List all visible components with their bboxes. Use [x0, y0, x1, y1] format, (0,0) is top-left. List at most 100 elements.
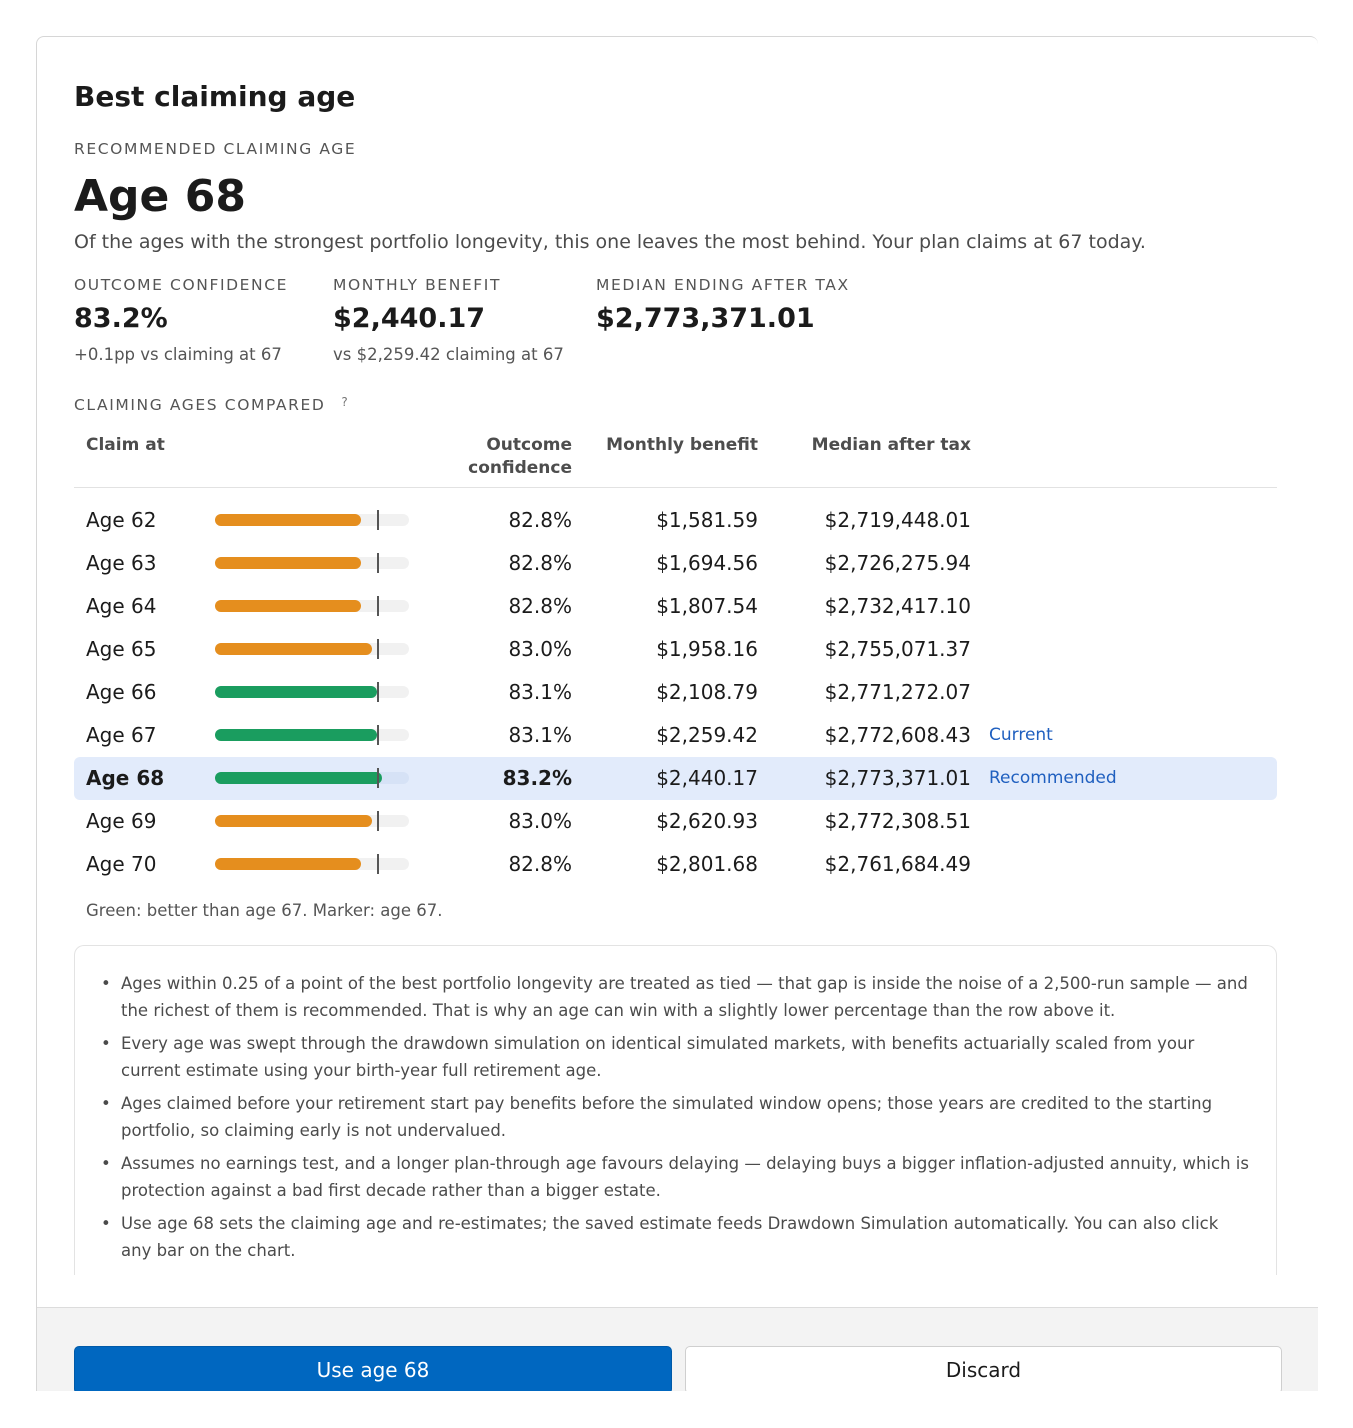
use-age-button[interactable]: Use age 68 — [74, 1346, 672, 1391]
row-outcome-confidence: 82.8% — [508, 551, 572, 575]
confidence-bar-track[interactable] — [215, 639, 409, 659]
confidence-bar-track[interactable] — [215, 854, 409, 874]
confidence-bar — [215, 772, 382, 784]
table-row[interactable]: Age 69 83.0% $2,620.93 $2,772,308.51 — [74, 800, 1277, 843]
comparison-heading-label: CLAIMING AGES COMPARED — [74, 396, 326, 414]
stat-comparison: +0.1pp vs claiming at 67 — [74, 345, 282, 364]
discard-button[interactable]: Discard — [685, 1346, 1282, 1391]
column-header-outcome-confidence: Outcome confidence — [468, 434, 572, 480]
current-age-marker — [377, 510, 379, 530]
current-age-marker — [377, 725, 379, 745]
note-item: Ages within 0.25 of a point of the best … — [101, 970, 1252, 1024]
stat-value: $2,773,371.01 — [596, 303, 815, 334]
confidence-bar — [215, 686, 377, 698]
stat-comparison: vs $2,259.42 claiming at 67 — [333, 345, 564, 364]
confidence-bar — [215, 729, 377, 741]
table-row[interactable]: Age 67 83.1% $2,259.42 $2,772,608.43 Current — [74, 714, 1277, 757]
best-claiming-age-dialog: Best claiming age RECOMMENDED CLAIMING A… — [36, 36, 1318, 1391]
confidence-bar — [215, 600, 361, 612]
table-row[interactable]: Age 63 82.8% $1,694.56 $2,726,275.94 — [74, 542, 1277, 585]
row-monthly-benefit: $1,694.56 — [656, 551, 758, 575]
confidence-bar — [215, 643, 372, 655]
stat-label: MONTHLY BENEFIT — [333, 276, 502, 294]
table-row[interactable]: Age 62 82.8% $1,581.59 $2,719,448.01 — [74, 499, 1277, 542]
column-header-monthly-benefit: Monthly benefit — [606, 435, 758, 455]
confidence-bar-track[interactable] — [215, 553, 409, 573]
current-age-marker — [377, 682, 379, 702]
row-claim-age: Age 66 — [86, 680, 157, 704]
recommended-eyebrow: RECOMMENDED CLAIMING AGE — [74, 140, 357, 158]
row-median-after-tax: $2,773,371.01 — [824, 766, 971, 790]
claiming-ages-table: Claim at Outcome confidence Monthly bene… — [74, 431, 1277, 886]
dialog-footer: Use age 68 Discard — [37, 1307, 1318, 1391]
row-median-after-tax: $2,772,608.43 — [824, 723, 971, 747]
table-body: Age 62 82.8% $1,581.59 $2,719,448.01 Age 63 8… — [74, 499, 1277, 886]
table-row[interactable]: Age 65 83.0% $1,958.16 $2,755,071.37 — [74, 628, 1277, 671]
row-median-after-tax: $2,726,275.94 — [824, 551, 971, 575]
row-outcome-confidence: 82.8% — [508, 508, 572, 532]
row-claim-age: Age 64 — [86, 594, 157, 618]
row-claim-age: Age 68 — [86, 766, 165, 790]
row-median-after-tax: $2,771,272.07 — [824, 680, 971, 704]
row-outcome-confidence: 83.1% — [508, 680, 572, 704]
note-item: Ages claimed before your retirement star… — [101, 1090, 1252, 1144]
chart-legend-note: Green: better than age 67. Marker: age 6… — [86, 901, 443, 920]
row-outcome-confidence: 82.8% — [508, 594, 572, 618]
row-claim-age: Age 70 — [86, 852, 157, 876]
row-claim-age: Age 63 — [86, 551, 157, 575]
confidence-bar — [215, 514, 361, 526]
row-outcome-confidence: 83.0% — [508, 637, 572, 661]
row-median-after-tax: $2,755,071.37 — [824, 637, 971, 661]
stat-monthly-benefit: MONTHLY BENEFIT $2,440.17 vs $2,259.42 c… — [333, 275, 564, 367]
table-row[interactable]: Age 66 83.1% $2,108.79 $2,771,272.07 — [74, 671, 1277, 714]
row-outcome-confidence: 82.8% — [508, 852, 572, 876]
row-median-after-tax: $2,772,308.51 — [824, 809, 971, 833]
current-age-marker — [377, 768, 379, 788]
stat-label: MEDIAN ENDING AFTER TAX — [596, 276, 850, 294]
note-item: Every age was swept through the drawdown… — [101, 1030, 1252, 1084]
row-claim-age: Age 65 — [86, 637, 157, 661]
row-monthly-benefit: $2,620.93 — [656, 809, 758, 833]
stat-label: OUTCOME CONFIDENCE — [74, 276, 289, 294]
confidence-bar — [215, 815, 372, 827]
confidence-bar-track[interactable] — [215, 510, 409, 530]
confidence-bar-track[interactable] — [215, 768, 409, 788]
column-header-outcome-line2: confidence — [468, 458, 572, 478]
row-outcome-confidence: 83.0% — [508, 809, 572, 833]
assumptions-notes: Ages within 0.25 of a point of the best … — [74, 945, 1277, 1275]
note-item: Use age 68 sets the claiming age and re-… — [101, 1210, 1252, 1264]
help-icon[interactable]: ? — [341, 395, 348, 409]
table-row[interactable]: Age 70 82.8% $2,801.68 $2,761,684.49 — [74, 843, 1277, 886]
current-tag: Current — [989, 725, 1053, 745]
row-median-after-tax: $2,719,448.01 — [824, 508, 971, 532]
row-monthly-benefit: $2,440.17 — [656, 766, 758, 790]
row-claim-age: Age 62 — [86, 508, 157, 532]
table-row[interactable]: Age 68 83.2% $2,440.17 $2,773,371.01 Recomme… — [74, 757, 1277, 800]
recommendation-summary: Of the ages with the strongest portfolio… — [74, 231, 1146, 253]
row-outcome-confidence: 83.2% — [502, 766, 572, 790]
current-age-marker — [377, 639, 379, 659]
dialog-title: Best claiming age — [74, 80, 356, 113]
stat-outcome-confidence: OUTCOME CONFIDENCE 83.2% +0.1pp vs claim… — [74, 275, 288, 367]
confidence-bar-track[interactable] — [215, 725, 409, 745]
comparison-heading: CLAIMING AGES COMPARED ? — [74, 395, 348, 415]
row-outcome-confidence: 83.1% — [508, 723, 572, 747]
current-age-marker — [377, 811, 379, 831]
current-age-marker — [377, 854, 379, 874]
stat-value: 83.2% — [74, 303, 168, 334]
row-median-after-tax: $2,732,417.10 — [824, 594, 971, 618]
confidence-bar — [215, 557, 361, 569]
row-claim-age: Age 69 — [86, 809, 157, 833]
column-header-claim-at: Claim at — [86, 435, 165, 455]
row-monthly-benefit: $1,581.59 — [656, 508, 758, 532]
table-header: Claim at Outcome confidence Monthly bene… — [74, 431, 1277, 488]
column-header-median-after-tax: Median after tax — [811, 435, 971, 455]
confidence-bar-track[interactable] — [215, 682, 409, 702]
table-row[interactable]: Age 64 82.8% $1,807.54 $2,732,417.10 — [74, 585, 1277, 628]
confidence-bar — [215, 858, 361, 870]
confidence-bar-track[interactable] — [215, 596, 409, 616]
confidence-bar-track[interactable] — [215, 811, 409, 831]
note-item: Assumes no earnings test, and a longer p… — [101, 1150, 1252, 1204]
current-age-marker — [377, 596, 379, 616]
dialog-content: Best claiming age RECOMMENDED CLAIMING A… — [74, 37, 1277, 1307]
